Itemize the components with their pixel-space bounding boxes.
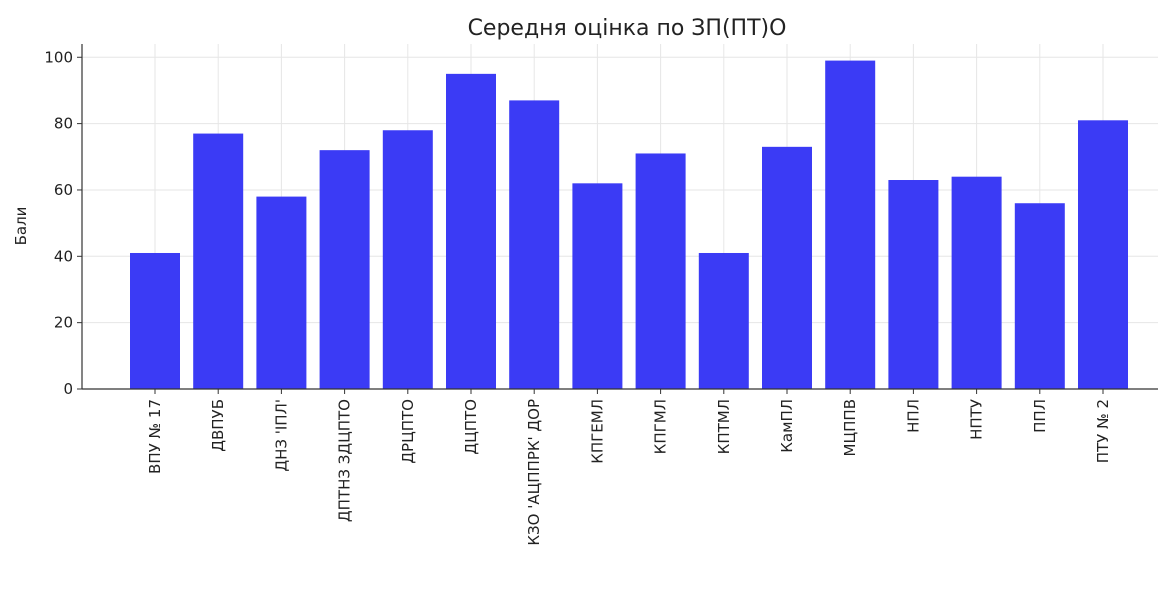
x-tick-label: ВПУ № 17 (146, 399, 164, 474)
x-tick-label: ДРЦПТО (399, 399, 417, 464)
bar (193, 133, 244, 389)
x-tick-label: КПГМЛ (652, 399, 670, 454)
x-tick-label: МЦППВ (841, 399, 859, 456)
y-tick-label: 60 (54, 181, 73, 199)
bar (762, 146, 812, 389)
y-tick-label: 20 (54, 314, 73, 332)
x-tick-label: КЗО 'АЦППРК' ДОР (525, 399, 543, 546)
bar (130, 252, 180, 389)
bar (446, 73, 496, 389)
y-axis-ticks: 0 20 40 60 80 100 (44, 48, 82, 398)
x-tick-label: НПЛ (904, 399, 922, 433)
bar (1078, 120, 1128, 389)
bar (382, 130, 433, 389)
axes (81, 44, 1158, 390)
bar (256, 196, 307, 389)
bar (951, 176, 1002, 389)
bar (319, 150, 370, 389)
chart-title: Середня оцінка по ЗП(ПТ)О (468, 16, 787, 41)
y-axis-label: Бали (12, 207, 30, 246)
x-tick-label: ДЦПТО (462, 399, 480, 455)
bar (888, 180, 939, 389)
x-axis-ticks: ВПУ № 17 ДВПУБ ДНЗ 'ІПЛ' ДПТНЗ ЗДЦПТО ДРЦПТО… (146, 389, 1112, 546)
bar (825, 60, 876, 389)
bars (130, 60, 1128, 390)
x-tick-label: НПТУ (968, 399, 986, 440)
bar (572, 183, 623, 389)
bar (1014, 203, 1065, 389)
x-tick-label: ДПТНЗ ЗДЦПТО (336, 399, 354, 522)
x-tick-label: КПТМЛ (715, 399, 733, 454)
y-tick-label: 0 (63, 380, 73, 398)
x-tick-label: КПГЕМЛ (588, 399, 606, 464)
y-tick-label: 80 (54, 115, 73, 133)
bar (635, 153, 686, 389)
x-tick-label: ДНЗ 'ІПЛ' (272, 399, 290, 472)
x-tick-label: ПТУ № 2 (1094, 399, 1112, 463)
x-tick-label: КамПЛ (778, 399, 796, 453)
x-tick-label: ДВПУБ (209, 399, 227, 452)
bar (509, 100, 560, 390)
y-tick-label: 40 (54, 247, 73, 265)
x-tick-label: ППЛ (1031, 399, 1049, 433)
bar (698, 252, 749, 389)
y-tick-label: 100 (44, 48, 73, 66)
